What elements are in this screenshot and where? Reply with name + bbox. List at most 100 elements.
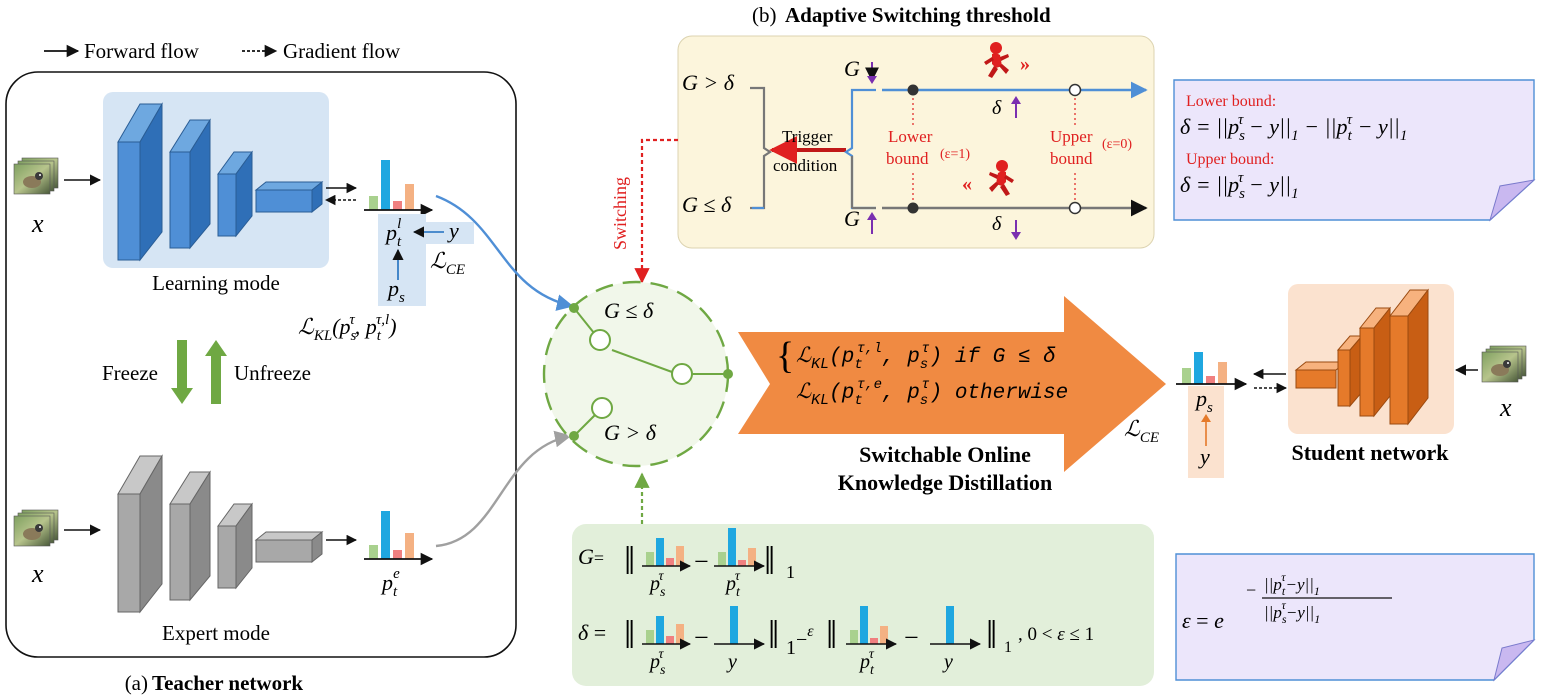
freeze-label: Freeze [102,361,158,385]
adaptive-threshold: (b) Adaptive Switching threshold G > δ G… [677,3,1155,249]
p-t-e-label: pte [380,566,400,600]
bounds-note-fold [1489,179,1536,222]
switching-connector [634,138,678,284]
norm-close-1: ‖ [764,538,775,583]
upper-bound-label: Upper [1050,127,1093,146]
delta-minus-2: − [904,623,919,652]
student-bars [1176,352,1248,391]
formula-panel [572,524,1154,686]
delta-ps-label: psτ [648,647,666,678]
ce-highlight [378,222,474,244]
switch-pivot [671,363,693,385]
kd-line-2: ℒKL(ptτ,e, psτ) otherwise [796,377,1068,409]
kd-arrow-shape [738,296,1166,472]
switch-bottom-label: G > δ [604,420,657,445]
lower-dot-bottom [907,202,919,214]
expert-to-switch-curve [435,430,572,548]
upper-dot-top [1068,83,1082,97]
input-image-icon [14,158,58,194]
teacher-y-label: y [447,218,459,243]
freeze-arrow-icon [171,340,193,404]
g-ps-bars [642,538,692,572]
eps-minus: − [1246,580,1256,600]
eps-note-fold [1493,639,1536,682]
switch-top-label: G ≤ δ [604,298,654,323]
student-y-label: y [1198,444,1210,469]
g-le-delta-label: G ≤ δ [682,192,732,217]
fast-forward-icon: » [1020,53,1030,75]
g-gt-delta-label: G > δ [682,70,735,95]
delta-y2-bars [930,606,982,650]
teacher-caption: Teacher network [152,671,303,695]
eps-denominator: ||psτ−y||1 [1264,598,1320,626]
kd-line-1: ℒKL(ptτ,l, psτ) if G ≤ δ [796,341,1056,373]
g-up-label: G [844,206,860,231]
kd-caption-1: Switchable Online [859,442,1031,467]
switch-contact-top [589,329,611,351]
g-ps-label: psτ [648,569,666,600]
delta-down-label: δ [992,213,1002,235]
lower-dot-top [907,84,919,96]
student-lce-label: ℒCE [1124,416,1159,446]
student-cnn-icon [1294,288,1430,426]
eps-note-paper [1175,553,1535,681]
upper-dot-bottom [1068,201,1082,215]
expert-mode-label: Expert mode [162,621,270,645]
kd-arrow: { ℒKL(ptτ,l, psτ) if G ≤ δ ℒKL(ptτ,e, ps… [738,296,1166,495]
teacher-caption-prefix: (a) [125,671,148,695]
eps-label: ε = e [1182,608,1224,633]
delta-formula-label: δ = [578,620,606,645]
learning-mode-label: Learning mode [152,271,280,295]
g-minus: − [694,547,709,576]
expert-cnn-icon [117,454,324,614]
p-t-l-label: ptl [384,216,402,250]
lower-bound-label-2: bound [886,149,929,168]
learning-cnn-icon [117,102,324,262]
upper-bound-title: Upper bound: [1186,151,1274,168]
eps-note: ε = e − ||ptτ−y||1 ||psτ−y||1 [1175,553,1536,682]
switch-contact-bottom [591,397,613,419]
unfreeze-arrow-icon [205,340,227,404]
student-label: Student network [1291,440,1449,465]
lower-bound-title: Lower bound: [1186,93,1276,110]
kd-caption-2: Knowledge Distillation [838,470,1053,495]
delta-y1-label: y [726,651,737,673]
bounds-note: Lower bound: δ = ||psτ − y||1 − ||ptτ − … [1173,79,1536,222]
g-down-label: G [844,56,860,81]
legend-gradient: Gradient flow [283,39,401,63]
lower-bound-label: Lower [888,127,933,146]
threshold-title: Adaptive Switching threshold [785,3,1051,27]
learning-to-switch-curve [435,194,574,311]
expert-input-x-label: x [31,559,44,588]
teacher-expert-bars [364,511,434,566]
delta-minus-1: − [694,623,709,652]
teacher-lkl-label: ℒKL(psτ, ptτ,l) [298,312,397,344]
delta-y1-bars [714,606,766,650]
delta-ps-bars [642,616,692,650]
student-network: Student network x ps y ℒCE [1124,284,1526,478]
switch: G ≤ δ G > δ [542,280,733,468]
norm-open-1: ‖ [624,538,635,583]
upper-bound-formula: δ = ||psτ − y||1 [1180,170,1299,202]
expert-input-image-icon [14,510,58,546]
delta-exponent: 1−ε [786,623,814,659]
teacher-network: Learning mode x ptl y ℒCE ps ℒKL(psτ, pt… [5,71,517,695]
teacher-learning-bars [364,160,434,217]
lower-bound-formula: δ = ||psτ − y||1 − ||ptτ − y||1 [1180,112,1407,144]
formula-box: G= ‖ psτ − ptτ ‖ 1 δ = ‖ [572,524,1154,686]
norm-close-2: ‖ [768,612,779,657]
trigger-label: Trigger [782,127,833,146]
switching-label: Switching [610,177,630,250]
delta-y2-label: y [942,651,953,673]
legend: Forward flow Gradient flow [44,39,401,63]
kd-brace: { [776,335,794,377]
condition-label: condition [773,156,838,175]
upper-bound-label-2: bound [1050,149,1093,168]
norm-close-3: ‖ [986,612,997,657]
g-pt-label: ptτ [724,569,741,600]
delta-norm-sub: 1 [1004,639,1012,656]
g-pt-bars [714,528,766,572]
threshold-title-prefix: (b) [752,3,777,27]
eps-numerator: ||ptτ−y||1 [1264,570,1320,598]
